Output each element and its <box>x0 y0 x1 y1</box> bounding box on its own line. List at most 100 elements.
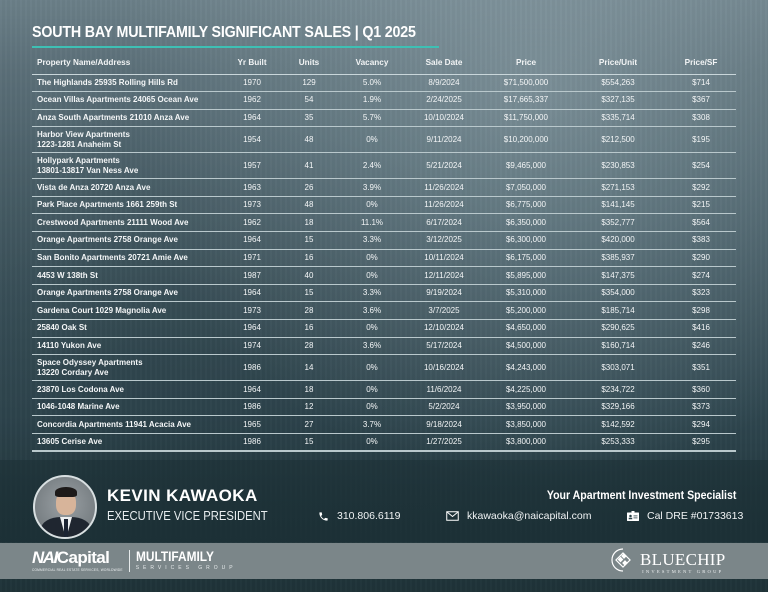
table-row: Orange Apartments 2758 Orange Ave 1964 15 3… <box>32 231 736 250</box>
vacancy-cell: 0% <box>338 196 406 215</box>
price-per-sf-cell: $298 <box>666 301 736 321</box>
property-name: 14110 Yukon Ave <box>37 340 102 350</box>
property-cell: The Highlands 25935 Rolling Hills Rd <box>32 74 224 93</box>
sale-date-cell: 9/19/2024 <box>406 284 482 303</box>
property-cell: Vista de Anza 20720 Anza Ave <box>32 178 224 197</box>
price-per-unit-cell: $141,145 <box>570 196 666 215</box>
property-cell: 25840 Oak St <box>32 319 224 338</box>
yr-built-cell: 1965 <box>224 415 280 434</box>
property-name: 23870 Los Codona Ave <box>37 384 124 394</box>
header-yr-built: Yr Built <box>224 52 280 75</box>
price-per-unit-cell: $352,777 <box>570 213 666 233</box>
nai-logo-mark: NAI <box>32 548 58 567</box>
email-contact[interactable]: kkawaoka@naicapital.com <box>446 510 591 522</box>
property-name: Ocean Villas Apartments 24065 Ocean Ave <box>37 95 199 105</box>
table-header-row: Property Name/Address Yr Built Units Vac… <box>32 52 736 75</box>
property-name: Anza South Apartments 21010 Anza Ave <box>37 112 190 122</box>
sale-date-cell: 12/11/2024 <box>406 266 482 285</box>
units-cell: 40 <box>280 266 338 285</box>
sale-date-cell: 9/11/2024 <box>406 126 482 154</box>
price-per-sf-cell: $254 <box>666 152 736 180</box>
vacancy-cell: 3.3% <box>338 231 406 250</box>
sales-table-container: Property Name/Address Yr Built Units Vac… <box>32 52 736 453</box>
sales-table: Property Name/Address Yr Built Units Vac… <box>32 52 736 453</box>
units-cell: 15 <box>280 433 338 453</box>
property-cell: Concordia Apartments 11941 Acacia Ave <box>32 415 224 434</box>
property-cell: Space Odyssey Apartments 13220 Cordary Av… <box>32 354 224 382</box>
price-cell: $9,465,000 <box>482 152 570 180</box>
title-underline <box>32 46 439 48</box>
sale-date-cell: 10/10/2024 <box>406 109 482 128</box>
units-cell: 28 <box>280 337 338 356</box>
header-units: Units <box>280 52 338 75</box>
table-row: Hollypark Apartments 13801-13817 Van Ness… <box>32 152 736 180</box>
property-name: Space Odyssey Apartments <box>37 357 143 367</box>
price-cell: $11,750,000 <box>482 109 570 128</box>
price-per-sf-cell: $274 <box>666 266 736 285</box>
price-per-sf-cell: $564 <box>666 213 736 233</box>
price-cell: $6,775,000 <box>482 196 570 215</box>
header-vacancy: Vacancy <box>338 52 406 75</box>
page-title: SOUTH BAY MULTIFAMILY SIGNIFICANT SALES … <box>32 24 416 41</box>
yr-built-cell: 1954 <box>224 126 280 154</box>
email-address: kkawaoka@naicapital.com <box>467 510 592 522</box>
sale-date-cell: 9/18/2024 <box>406 415 482 434</box>
avatar <box>33 475 97 539</box>
yr-built-cell: 1973 <box>224 301 280 321</box>
price-cell: $5,200,000 <box>482 301 570 321</box>
units-cell: 16 <box>280 319 338 338</box>
yr-built-cell: 1962 <box>224 91 280 110</box>
nai-capital-logo: NAICapital COMMERCIAL REAL ESTATE SERVIC… <box>32 549 237 572</box>
nai-logo-subtitle: COMMERCIAL REAL ESTATE SERVICES, WORLDWI… <box>32 568 123 572</box>
table-row: 14110 Yukon Ave 1974 28 3.6% 5/17/2024 $4,500… <box>32 337 736 356</box>
price-cell: $4,243,000 <box>482 354 570 382</box>
table-row: Harbor View Apartments 1223-1281 Anaheim … <box>32 126 736 154</box>
property-name: 13605 Cerise Ave <box>37 437 103 447</box>
header-price-unit: Price/Unit <box>570 52 666 75</box>
property-address: 13220 Cordary Ave <box>37 367 109 377</box>
header-property: Property Name/Address <box>32 52 224 75</box>
avatar-face <box>56 491 76 515</box>
avatar-tie <box>64 519 68 537</box>
sale-date-cell: 8/9/2024 <box>406 74 482 93</box>
price-per-sf-cell: $215 <box>666 196 736 215</box>
property-address: 1223-1281 Anaheim St <box>37 139 122 149</box>
license-number: Cal DRE #01733613 <box>647 510 744 522</box>
property-name: Orange Apartments 2758 Orange Ave <box>37 235 178 245</box>
vacancy-cell: 3.6% <box>338 301 406 321</box>
yr-built-cell: 1964 <box>224 319 280 338</box>
price-per-sf-cell: $351 <box>666 354 736 382</box>
property-name: Park Place Apartments 1661 259th St <box>37 200 178 210</box>
units-cell: 15 <box>280 231 338 250</box>
sale-date-cell: 6/17/2024 <box>406 213 482 233</box>
vacancy-cell: 0% <box>338 380 406 399</box>
price-per-sf-cell: $367 <box>666 91 736 110</box>
id-card-icon <box>627 511 639 521</box>
sale-date-cell: 3/7/2025 <box>406 301 482 321</box>
price-per-sf-cell: $290 <box>666 249 736 268</box>
property-address: 13801-13817 Van Ness Ave <box>37 165 139 175</box>
units-cell: 18 <box>280 380 338 399</box>
units-cell: 27 <box>280 415 338 434</box>
table-body: The Highlands 25935 Rolling Hills Rd 1970… <box>32 74 736 453</box>
property-cell: Crestwood Apartments 21111 Wood Ave <box>32 213 224 233</box>
price-per-sf-cell: $416 <box>666 319 736 338</box>
vacancy-cell: 0% <box>338 126 406 154</box>
units-cell: 54 <box>280 91 338 110</box>
sale-date-cell: 5/21/2024 <box>406 152 482 180</box>
property-cell: 4453 W 138th St <box>32 266 224 285</box>
yr-built-cell: 1986 <box>224 433 280 453</box>
table-row: 13605 Cerise Ave 1986 15 0% 1/27/2025 $3,800,… <box>32 433 736 453</box>
price-per-sf-cell: $294 <box>666 415 736 434</box>
multifamily-subtitle: SERVICES GROUP <box>135 565 237 571</box>
logo-bar <box>0 543 768 579</box>
price-cell: $6,350,000 <box>482 213 570 233</box>
agent-name: KEVIN KAWAOKA <box>107 486 258 505</box>
price-per-unit-cell: $234,722 <box>570 380 666 399</box>
price-per-unit-cell: $327,135 <box>570 91 666 110</box>
sale-date-cell: 11/26/2024 <box>406 196 482 215</box>
phone-contact[interactable]: 310.806.6119 <box>318 510 400 522</box>
price-cell: $3,950,000 <box>482 398 570 417</box>
header-price: Price <box>482 52 570 75</box>
price-per-unit-cell: $142,592 <box>570 415 666 434</box>
